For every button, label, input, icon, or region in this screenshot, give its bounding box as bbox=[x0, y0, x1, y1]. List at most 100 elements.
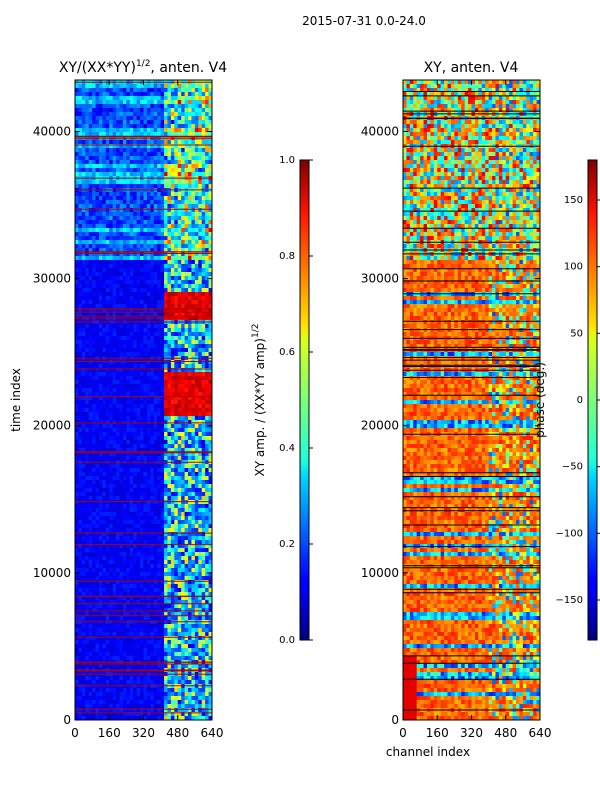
heatmap-cell bbox=[177, 140, 182, 145]
heatmap-cell bbox=[116, 332, 120, 337]
heatmap-cell bbox=[164, 500, 168, 505]
heatmap-cell bbox=[153, 348, 158, 353]
heatmap-cell bbox=[170, 412, 175, 417]
heatmap-cell bbox=[184, 160, 189, 165]
heatmap-cell bbox=[184, 96, 189, 101]
heatmap-cell bbox=[201, 88, 206, 93]
heatmap-cell bbox=[88, 108, 93, 113]
heatmap-cell bbox=[146, 388, 151, 393]
heatmap-cell bbox=[198, 200, 203, 205]
heatmap-cell bbox=[194, 536, 199, 541]
heatmap-cell bbox=[75, 268, 79, 273]
heatmap-cell bbox=[105, 184, 110, 189]
heatmap-cell bbox=[133, 96, 138, 101]
heatmap-cell bbox=[85, 380, 90, 385]
heatmap-cell bbox=[95, 348, 100, 353]
heatmap-cell bbox=[157, 220, 162, 225]
heatmap-cell bbox=[75, 404, 79, 409]
heatmap-cell bbox=[198, 380, 203, 385]
heatmap-cell bbox=[164, 560, 168, 565]
heatmap-cell bbox=[167, 480, 172, 485]
heatmap-cell bbox=[191, 536, 196, 541]
heatmap-cell bbox=[181, 532, 185, 537]
heatmap-cell bbox=[88, 276, 93, 281]
heatmap-cell bbox=[150, 576, 155, 581]
heatmap-cell bbox=[109, 556, 114, 561]
heatmap-cell bbox=[98, 96, 103, 101]
heatmap-cell bbox=[112, 232, 117, 237]
heatmap-cell bbox=[146, 464, 151, 469]
heatmap-cell bbox=[75, 248, 79, 253]
heatmap-cell bbox=[153, 552, 158, 557]
heatmap-cell bbox=[160, 352, 165, 357]
heatmap-cell bbox=[164, 480, 168, 485]
heatmap-cell bbox=[116, 412, 120, 417]
heatmap-cell bbox=[140, 200, 144, 205]
heatmap-cell bbox=[153, 124, 158, 129]
heatmap-cell bbox=[129, 224, 134, 229]
heatmap-cell bbox=[167, 544, 172, 549]
heatmap-cell bbox=[143, 536, 148, 541]
heatmap-cell bbox=[140, 184, 144, 189]
heatmap-cell bbox=[95, 396, 100, 401]
heatmap-cell bbox=[88, 256, 93, 261]
heatmap-cell bbox=[116, 252, 120, 257]
heatmap-cell bbox=[205, 524, 209, 529]
heatmap-cell bbox=[102, 436, 107, 441]
heatmap-cell bbox=[112, 380, 117, 385]
heatmap-cell bbox=[81, 264, 86, 269]
heatmap-cell bbox=[157, 276, 162, 281]
heatmap-cell bbox=[129, 496, 134, 501]
heatmap-cell bbox=[136, 520, 141, 525]
heatmap-cell bbox=[92, 200, 96, 205]
heatmap-cell bbox=[102, 240, 107, 245]
heatmap-cell bbox=[140, 472, 144, 477]
heatmap-cell bbox=[167, 216, 172, 221]
heatmap-cell bbox=[198, 228, 203, 233]
heatmap-cell bbox=[184, 312, 189, 317]
heatmap-cell bbox=[181, 312, 185, 317]
heatmap-cell bbox=[191, 212, 196, 217]
heatmap-cell bbox=[170, 236, 175, 241]
heatmap-cell bbox=[188, 344, 192, 349]
heatmap-cell bbox=[98, 368, 103, 373]
heatmap-cell bbox=[95, 232, 100, 237]
heatmap-cell bbox=[164, 276, 168, 281]
heatmap-cell bbox=[81, 520, 86, 525]
heatmap-cell bbox=[119, 208, 124, 213]
heatmap-cell bbox=[85, 192, 90, 197]
heatmap-cell bbox=[112, 284, 117, 289]
heatmap-cell bbox=[81, 344, 86, 349]
heatmap-cell bbox=[126, 88, 131, 93]
heatmap-cell bbox=[174, 568, 179, 573]
heatmap-cell bbox=[88, 248, 93, 253]
heatmap-cell bbox=[188, 88, 192, 93]
heatmap-cell bbox=[88, 476, 93, 481]
heatmap-cell bbox=[153, 112, 158, 117]
heatmap-cell bbox=[177, 132, 182, 137]
heatmap-cell bbox=[201, 264, 206, 269]
heatmap-cell bbox=[205, 328, 209, 333]
heatmap-cell bbox=[194, 496, 199, 501]
heatmap-cell bbox=[157, 480, 162, 485]
heatmap-cell bbox=[78, 100, 83, 105]
heatmap-cell bbox=[194, 156, 199, 161]
heatmap-cell bbox=[133, 204, 138, 209]
heatmap-cell bbox=[167, 428, 172, 433]
heatmap-cell bbox=[201, 272, 206, 277]
heatmap-cell bbox=[119, 520, 124, 525]
heatmap-cell bbox=[81, 208, 86, 213]
heatmap-cell bbox=[116, 248, 120, 253]
heatmap-cell bbox=[81, 232, 86, 237]
heatmap-cell bbox=[95, 488, 100, 493]
heatmap-cell bbox=[198, 164, 203, 169]
heatmap-cell bbox=[167, 452, 172, 457]
heatmap-cell bbox=[205, 544, 209, 549]
heatmap-cell bbox=[122, 420, 127, 425]
heatmap-cell bbox=[157, 332, 162, 337]
heatmap-cell bbox=[109, 184, 114, 189]
heatmap-cell bbox=[198, 392, 203, 397]
heatmap-cell bbox=[109, 264, 114, 269]
heatmap-cell bbox=[88, 252, 93, 257]
heatmap-cell bbox=[95, 212, 100, 217]
